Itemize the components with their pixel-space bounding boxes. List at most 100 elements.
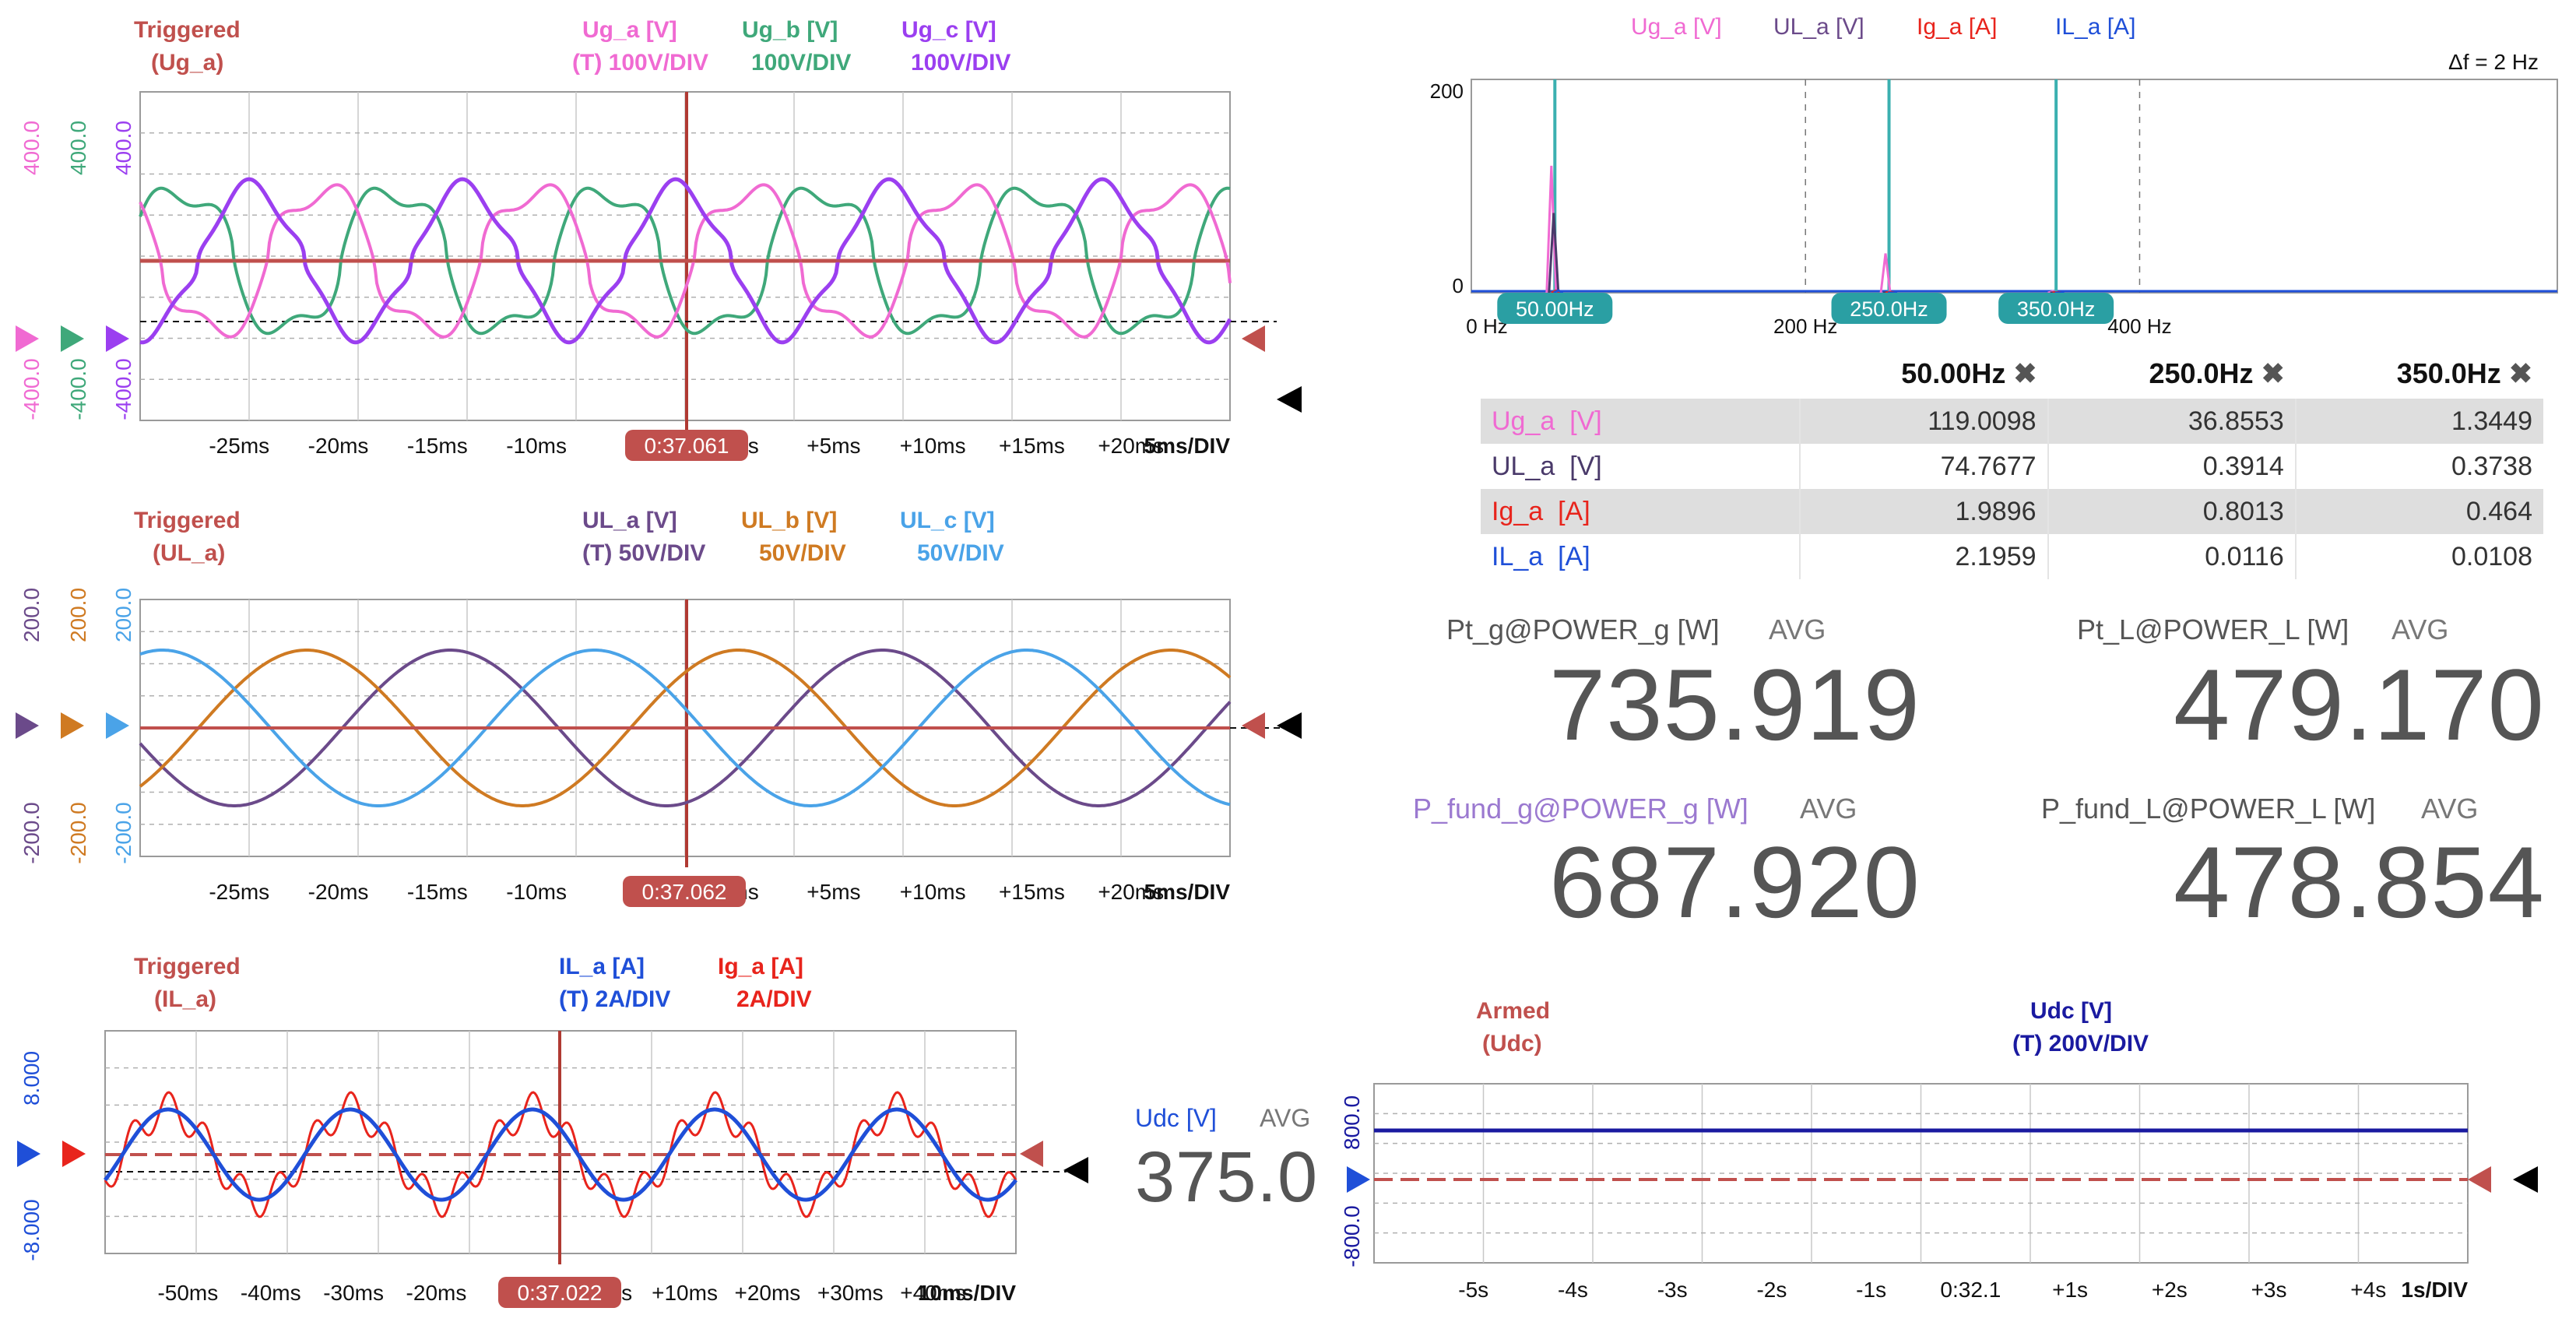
ug-c-offset-marker [106, 325, 129, 352]
time-tick-label: +5ms [807, 880, 860, 904]
waveform-ug-b [139, 186, 1231, 336]
trigger-level-marker [1242, 712, 1265, 739]
channel-markers[interactable] [1347, 1166, 2538, 1193]
y-tick-bottom: -8.000 [19, 1199, 44, 1260]
y-tick-top-a: 400.0 [19, 121, 44, 175]
channel-ug-a-scale: (T) 100V/DIV [572, 50, 709, 76]
time-axis: -5s -4s -3s -2s -1s 0:32.1 +1s +2s +3s +4s [1458, 1278, 2386, 1302]
fft-resolution: Δf = 2 Hz [2448, 50, 2539, 74]
fft-table: 50.00Hz ✖ 250.0Hz ✖ 350.0Hz ✖ Ug_a [V] 1… [1481, 349, 2543, 579]
time-tick-label: +10ms [652, 1281, 718, 1305]
time-tick-label: -15ms [407, 434, 468, 458]
time-tick-label: +1s [2052, 1278, 2088, 1302]
measurement-name: P_fund_g@POWER_g [W] [1413, 793, 1748, 824]
cursor-readout[interactable]: 0:37.061 [625, 430, 748, 461]
cursor-readout[interactable]: 0:37.022 [498, 1277, 621, 1308]
time-tick-label: +20ms [1098, 434, 1164, 458]
measurement-name: Pt_g@POWER_g [W] [1446, 614, 1720, 645]
waveform-ug-a [139, 183, 1232, 339]
measurement-mode: AVG [1260, 1104, 1311, 1132]
measurement-name: Udc [V] [1135, 1104, 1217, 1132]
time-tick-label: -2s [1756, 1278, 1787, 1302]
time-tick-label: +20ms [734, 1281, 800, 1305]
fft-legend-ug-a[interactable]: Ug_a [V] [1631, 14, 1722, 40]
channel-il-a-name[interactable]: IL_a [A] [559, 954, 645, 979]
fft-legend-ig-a[interactable]: Ig_a [A] [1917, 14, 1998, 40]
fft-peak [1553, 289, 1564, 294]
time-tick-label: -10ms [506, 434, 567, 458]
y-tick-bottom-c: -200.0 [111, 802, 135, 863]
fft-plot[interactable]: 200 0 0 Hz 200 Hz 400 Hz 50.00Hz 250.0Hz 350… [1417, 70, 2576, 343]
y-tick-bottom-b: -400.0 [66, 358, 90, 420]
fft-frequency-markers[interactable]: 50.00Hz 250.0Hz 350.0Hz [1497, 293, 2114, 324]
trigger-state: Triggered [134, 508, 241, 533]
ul-b-offset-marker [61, 712, 84, 739]
ul-a-offset-marker [16, 712, 39, 739]
channel-ul-c-scale: 50V/DIV [917, 540, 1004, 566]
measurement-mode: AVG [1769, 614, 1826, 645]
time-tick-label: +10ms [900, 434, 966, 458]
fft-legend-ul-a[interactable]: UL_a [V] [1773, 14, 1864, 40]
time-tick-label: +4s [2350, 1278, 2386, 1302]
fft-peak [1545, 165, 1558, 294]
fft-y-tick-max: 200 [1430, 79, 1464, 103]
trigger-state: Armed [1476, 998, 1551, 1024]
fft-col-header-3[interactable]: 350.0Hz ✖ [2396, 357, 2532, 389]
channel-markers[interactable] [16, 712, 1302, 739]
ug-a-offset-marker [16, 325, 39, 352]
channel-ug-c-scale: 100V/DIV [911, 50, 1011, 76]
channel-ug-b-name[interactable]: Ug_b [V] [742, 17, 838, 43]
trigger-position-marker [1277, 712, 1302, 739]
y-axis-labels: 400.0 400.0 400.0 -400.0 -400.0 -400.0 [19, 121, 135, 420]
measurement-mode: AVG [1800, 793, 1857, 824]
channel-udc-scale: (T) 200V/DIV [2012, 1031, 2149, 1056]
y-tick-top-b: 200.0 [66, 588, 90, 642]
fft-col-header-2[interactable]: 250.0Hz ✖ [2149, 357, 2285, 389]
fft-row-ul-a: UL_a [V] 74.7677 0.3914 0.3738 [1481, 444, 2543, 489]
measurement-value: 687.920 [1549, 825, 1921, 939]
waveform-il-a [104, 1107, 1017, 1202]
time-tick-label: -10ms [506, 880, 567, 904]
channel-ul-b-scale: 50V/DIV [759, 540, 846, 566]
channel-ul-b-name[interactable]: UL_b [V] [741, 508, 838, 533]
timebase[interactable]: 1s/DIV [2401, 1278, 2468, 1302]
timebase[interactable]: 10ms/DIV [918, 1281, 1016, 1305]
time-tick-label: +15ms [999, 434, 1065, 458]
channel-ul-a-name[interactable]: UL_a [V] [582, 508, 677, 533]
y-tick-top-c: 400.0 [111, 121, 135, 175]
channel-ug-a-name[interactable]: Ug_a [V] [582, 17, 677, 43]
channel-ug-c-name[interactable]: Ug_c [V] [901, 17, 996, 43]
channel-udc-name[interactable]: Udc [V] [2030, 998, 2112, 1024]
scope2-plot[interactable]: 200.0 200.0 200.0 -200.0 -200.0 -200.0 -… [0, 576, 1323, 919]
fft-peak [1879, 253, 1892, 294]
channel-markers[interactable] [17, 1141, 1088, 1183]
remove-marker-icon: ✖ [2508, 357, 2532, 389]
scope3-plot[interactable]: 8.000 -8.000 -50ms-40ms-30ms-20ms-10ms+1… [0, 1020, 1105, 1336]
fft-marker-label: 50.00Hz [1516, 297, 1594, 321]
timebase[interactable]: 5ms/DIV [1144, 880, 1231, 904]
fft-col-header-1[interactable]: 50.00Hz ✖ [1901, 357, 2037, 389]
y-axis-labels: 200.0 200.0 200.0 -200.0 -200.0 -200.0 [19, 588, 135, 864]
trigger-source: (Ug_a) [151, 50, 224, 76]
time-tick-label: -1s [1856, 1278, 1886, 1302]
fft-legend-il-a[interactable]: IL_a [A] [2055, 14, 2136, 40]
channel-ig-a-name[interactable]: Ig_a [A] [718, 954, 804, 979]
timebase[interactable]: 5ms/DIV [1144, 434, 1231, 458]
cursor-readout[interactable]: 0:37.062 [623, 876, 746, 907]
trigger-state: Triggered [134, 17, 241, 43]
channel-ug-b-scale: 100V/DIV [751, 50, 852, 76]
measurement-name: P_fund_L@POWER_L [W] [2041, 793, 2376, 824]
channel-markers[interactable] [16, 325, 1302, 413]
time-tick-label: +5ms [807, 434, 860, 458]
scope4-plot[interactable]: 800.0 -800.0 -5s -4s -3s -2s -1s 0:32.1 +1s +2s… [1323, 1067, 2576, 1336]
channel-ul-c-name[interactable]: UL_c [V] [900, 508, 995, 533]
remove-marker-icon: ✖ [2261, 357, 2285, 389]
scope1-plot[interactable]: 400.0 400.0 400.0 -400.0 -400.0 -400.0 -… [0, 78, 1323, 467]
y-tick-top-c: 200.0 [111, 588, 135, 642]
fft-row-ig-a: Ig_a [A] 1.9896 0.8013 0.464 [1481, 489, 2543, 534]
waveform-ul-a [139, 649, 1232, 807]
cursor-time: 0:37.022 [518, 1281, 603, 1305]
time-tick-label: -20ms [308, 880, 369, 904]
time-tick-label: -4s [1558, 1278, 1588, 1302]
fft-row-ug-a: Ug_a [V] 119.0098 36.8553 1.3449 [1481, 399, 2543, 444]
